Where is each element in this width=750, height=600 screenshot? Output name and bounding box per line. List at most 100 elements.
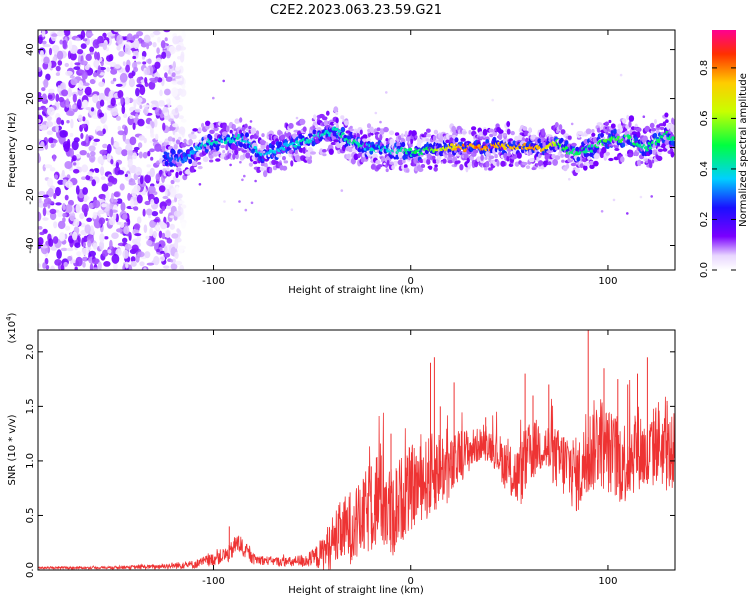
noise-cell: [87, 171, 94, 177]
noise-cell: [62, 141, 71, 150]
ridge-cell: [215, 145, 220, 151]
noise-cell: [54, 174, 59, 180]
ridge-halo-cell: [540, 165, 545, 170]
ridge-halo-cell: [521, 161, 528, 166]
ridge-cell: [245, 132, 249, 138]
noise-cell: [153, 255, 160, 266]
ridge-cell: [672, 141, 675, 147]
ridge-halo-cell: [406, 169, 410, 173]
outlier-cell: [223, 200, 226, 203]
noise-cell: [69, 132, 74, 138]
ridge-cell: [188, 158, 193, 164]
noise-cell: [90, 107, 95, 112]
noise-cell: [111, 232, 119, 239]
ridge-cell: [401, 141, 406, 148]
noise-cell: [70, 118, 74, 129]
noise-cell: [82, 99, 89, 108]
noise-cell: [155, 133, 159, 141]
ridge-halo-cell: [628, 120, 632, 128]
noise-cell: [110, 192, 114, 203]
ridge-halo-cell: [547, 161, 552, 166]
ridge-halo-cell: [189, 165, 195, 173]
ridge-peak-cell: [227, 137, 232, 141]
ridge-halo-cell: [209, 129, 215, 134]
ridge-halo-cell: [403, 164, 408, 169]
noise-cell: [98, 217, 106, 225]
noise-cell: [107, 98, 111, 106]
x-tick-label: 100: [598, 576, 617, 587]
ridge-halo-cell: [400, 133, 404, 139]
noise-cell: [137, 118, 145, 127]
outlier-cell: [203, 137, 207, 140]
noise-cell: [38, 36, 43, 45]
noise-cell: [143, 106, 149, 116]
noise-cell: [94, 168, 100, 173]
colorbar-tick-label: 0.4: [699, 161, 710, 177]
ridge-halo-cell: [478, 131, 483, 136]
noise-cell: [85, 107, 92, 111]
noise-cell: [73, 137, 80, 143]
ridge-halo-cell: [565, 163, 570, 169]
noise-cell: [80, 141, 87, 146]
outlier-cell: [249, 120, 253, 123]
noise-cell: [148, 81, 156, 90]
noise-cell: [105, 190, 110, 201]
ridge-halo-cell: [222, 150, 226, 154]
noise-cell: [90, 151, 96, 157]
outlier-cell: [229, 163, 232, 167]
ridge-halo-cell: [323, 120, 329, 127]
ridge-halo-cell: [552, 158, 558, 166]
noise-cell: [158, 109, 162, 115]
noise-cell: [38, 226, 43, 230]
ridge-halo-cell: [260, 163, 266, 167]
ridge-halo-cell: [507, 151, 511, 157]
ridge-halo-cell: [314, 124, 319, 129]
noise-cell: [38, 190, 46, 196]
outlier-cell: [368, 155, 371, 158]
noise-cell: [69, 52, 77, 61]
ridge-halo-cell: [567, 135, 572, 140]
noise-cell: [163, 252, 171, 258]
ridge-halo-cell: [166, 167, 170, 172]
noise-cell: [144, 200, 151, 206]
ridge-halo-cell: [232, 124, 236, 130]
noise-cell: [141, 56, 146, 60]
noise-cell: [97, 261, 102, 270]
ridge-halo-cell: [288, 122, 294, 129]
noise-cell: [89, 46, 95, 53]
ridge-halo-cell: [560, 129, 566, 135]
noise-cell: [132, 122, 136, 130]
noise-cell: [38, 237, 44, 246]
ridge-cell: [239, 142, 244, 148]
noise-cell: [145, 125, 153, 129]
noise-cell: [103, 112, 108, 122]
noise-cell: [173, 75, 182, 79]
ridge-halo-cell: [313, 114, 317, 120]
ridge-halo-cell: [248, 125, 252, 130]
ridge-halo-cell: [456, 160, 461, 164]
ridge-halo-cell: [191, 131, 195, 135]
noise-cell: [165, 98, 170, 104]
ridge-halo-cell: [648, 156, 654, 160]
ridge-halo-cell: [528, 127, 532, 134]
noise-cell: [38, 263, 41, 269]
noise-cell: [44, 164, 53, 169]
noise-cell: [178, 126, 186, 136]
ridge-halo-cell: [494, 153, 498, 159]
noise-cell: [101, 203, 107, 208]
noise-cell: [152, 42, 157, 48]
noise-cell: [73, 162, 77, 166]
ridge-halo-cell: [506, 155, 510, 162]
ridge-halo-cell: [644, 125, 651, 132]
ridge-halo-cell: [554, 155, 561, 160]
noise-cell: [43, 44, 51, 48]
noise-cell: [146, 262, 155, 266]
noise-cell: [38, 107, 43, 111]
noise-cell: [87, 240, 92, 248]
ridge-halo-cell: [434, 164, 438, 168]
noise-cell: [63, 261, 68, 268]
outlier-cell: [352, 132, 355, 136]
noise-cell: [135, 113, 139, 118]
ridge-halo-cell: [428, 165, 433, 170]
noise-cell: [147, 58, 152, 65]
